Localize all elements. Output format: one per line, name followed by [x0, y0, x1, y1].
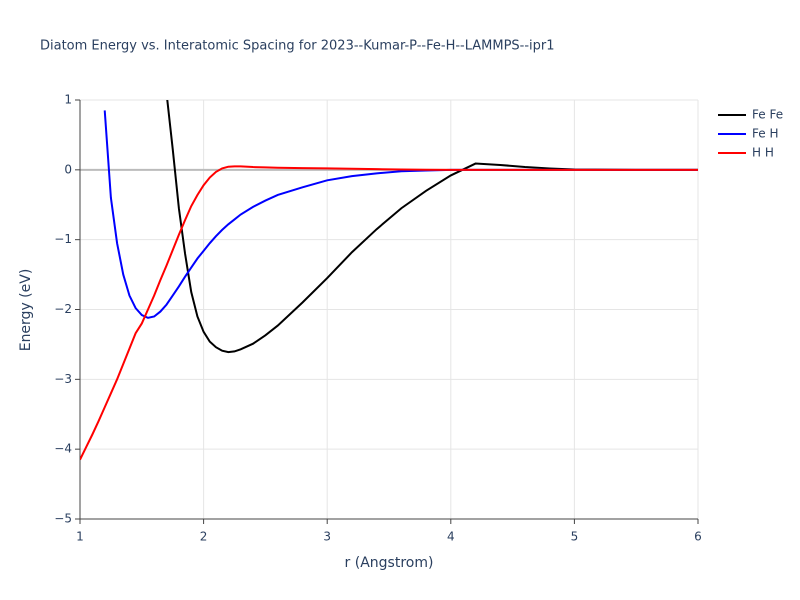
legend-label: Fe Fe: [752, 108, 783, 122]
line-series: [166, 100, 698, 354]
legend: Fe Fe Fe H H H: [718, 108, 783, 160]
y-tick-label: −5: [54, 512, 72, 526]
y-tick-label: −3: [54, 372, 72, 386]
chart-title: Diatom Energy vs. Interatomic Spacing fo…: [40, 39, 555, 54]
y-tick-label: 0: [64, 162, 72, 176]
x-tick-label: 3: [323, 530, 331, 544]
x-tick-label: 2: [200, 530, 208, 544]
plot-area: [80, 100, 698, 461]
x-tick-label: 6: [694, 530, 702, 544]
line-series: [103, 110, 698, 319]
legend-label: Fe H: [752, 127, 778, 141]
y-tick-label: −2: [54, 302, 72, 316]
y-tick-label: −4: [54, 442, 72, 456]
x-tick-label: 4: [447, 530, 455, 544]
legend-label: H H: [752, 146, 774, 160]
y-tick-label: −1: [54, 232, 72, 246]
y-tick-label: 1: [64, 93, 72, 107]
x-axis-label: r (Angstrom): [345, 555, 434, 571]
x-tick-label: 1: [76, 530, 84, 544]
line-series: [80, 165, 698, 461]
x-tick-label: 5: [571, 530, 579, 544]
y-axis-label: Energy (eV): [18, 269, 34, 352]
